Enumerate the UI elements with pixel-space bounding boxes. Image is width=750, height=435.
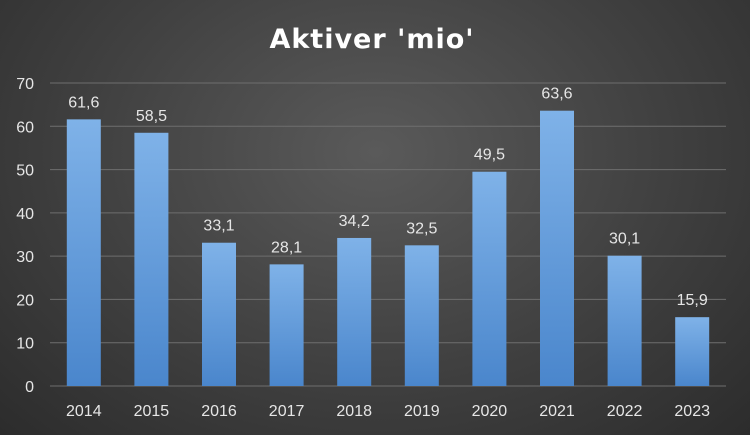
data-label-2023: 15,9 [677,292,708,309]
y-tick-label-2: 20 [16,292,34,309]
bars [66,110,710,387]
data-label-2016: 33,1 [203,218,234,235]
x-tick-label-2018: 2018 [336,403,372,420]
data-label-2022: 30,1 [609,231,640,248]
data-label-2015: 58,5 [136,108,167,125]
bar-2022 [607,255,642,386]
bar-2021 [540,110,574,387]
bar-2014 [66,119,101,387]
x-tick-label-2020: 2020 [472,403,508,420]
x-tick-label-2021: 2021 [539,403,575,420]
y-tick-label-3: 30 [16,249,34,266]
y-tick-label-7: 70 [16,76,34,93]
x-tick-label-2015: 2015 [134,403,170,420]
y-tick-label-1: 10 [16,336,34,353]
bar-2019 [404,245,439,386]
data-label-2017: 28,1 [271,239,302,256]
bar-2015 [134,132,169,386]
data-label-2019: 32,5 [406,220,437,237]
y-tick-label-6: 60 [16,119,34,136]
y-tick-label-5: 50 [16,163,34,180]
data-label-2018: 34,2 [339,213,370,230]
chart-title: Aktiver 'mio' [269,24,474,55]
bar-2023 [675,317,710,386]
x-tick-label-2014: 2014 [66,403,102,420]
data-label-2021: 63,6 [541,86,572,103]
bar-2016 [202,242,236,386]
x-tick-label-2023: 2023 [674,403,710,420]
bar-2020 [472,171,507,386]
y-tick-label-0: 0 [25,379,34,396]
x-tick-label-2022: 2022 [607,403,643,420]
bar-2017 [269,264,304,386]
data-label-2020: 49,5 [474,147,505,164]
bar-2018 [337,237,372,386]
x-tick-label-2019: 2019 [404,403,440,420]
y-tick-label-4: 40 [16,206,34,223]
x-tick-label-2016: 2016 [201,403,237,420]
data-label-2014: 61,6 [68,94,99,111]
x-axis-ticks: 2014 2015 2016 2017 2018 2019 2020 2021 2022 2023 [66,403,710,420]
y-axis-ticks: 0 10 20 30 40 50 60 70 [16,76,34,396]
data-labels: 61,6 58,5 33,1 28,1 34,2 32,5 49,5 63,6 30,1 15,9 [68,86,708,309]
x-tick-label-2017: 2017 [269,403,305,420]
